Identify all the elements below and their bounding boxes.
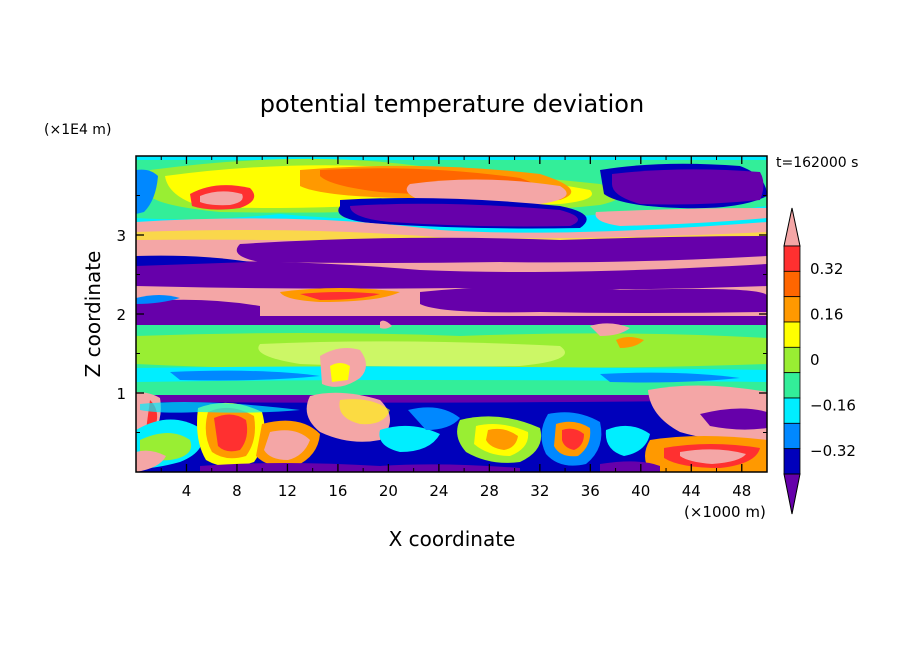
y-tick-label: 1	[116, 385, 126, 403]
x-tick-label: 16	[328, 482, 347, 500]
colorbar-swatch	[783, 397, 801, 424]
y-unit-label: (×1E4 m)	[44, 122, 111, 138]
x-tick-label: 32	[530, 482, 549, 500]
y-axis-ticks: 1 2 3	[116, 195, 767, 433]
colorbar-label: 0.16	[810, 305, 843, 323]
x-tick-label: 4	[182, 482, 192, 500]
colorbar-max-triangle	[783, 207, 801, 247]
x-tick-label: 40	[631, 482, 650, 500]
colorbar-swatch	[783, 321, 801, 348]
colorbar-swatch	[783, 346, 801, 374]
colorbar-swatch	[783, 296, 801, 323]
x-tick-label: 20	[379, 482, 398, 500]
colorbar: 0.32 0.16 0 −0.16 −0.32	[783, 207, 856, 515]
x-tick-label: 28	[480, 482, 499, 500]
x-tick-label: 8	[232, 482, 242, 500]
x-axis-ticks: 4 8 12 16 20 24 28 32 36 40 44 48	[160, 156, 751, 500]
colorbar-swatch	[783, 270, 801, 298]
x-tick-label: 36	[581, 482, 600, 500]
x-tick-label: 48	[732, 482, 751, 500]
y-tick-label: 2	[116, 306, 126, 324]
colorbar-label: 0	[810, 351, 820, 369]
colorbar-swatch	[783, 448, 801, 475]
x-tick-label: 12	[278, 482, 297, 500]
x-unit-label: (×1000 m)	[684, 503, 766, 521]
colorbar-min-triangle	[783, 473, 801, 515]
time-label: t=162000 s	[776, 155, 858, 171]
y-axis-label: Z coordinate	[81, 251, 105, 378]
colorbar-label: −0.32	[810, 442, 856, 460]
x-tick-label: 24	[429, 482, 448, 500]
colorbar-swatch	[783, 245, 801, 272]
colorbar-label: −0.16	[810, 397, 856, 415]
chart-title: potential temperature deviation	[260, 90, 644, 118]
y-tick-label: 3	[116, 227, 126, 245]
colorbar-swatch	[783, 422, 801, 450]
colorbar-label: 0.32	[810, 260, 843, 278]
colorbar-swatch	[783, 372, 801, 399]
x-axis-label: X coordinate	[389, 527, 516, 551]
heatmap-field	[136, 156, 767, 472]
x-tick-label: 44	[682, 482, 701, 500]
